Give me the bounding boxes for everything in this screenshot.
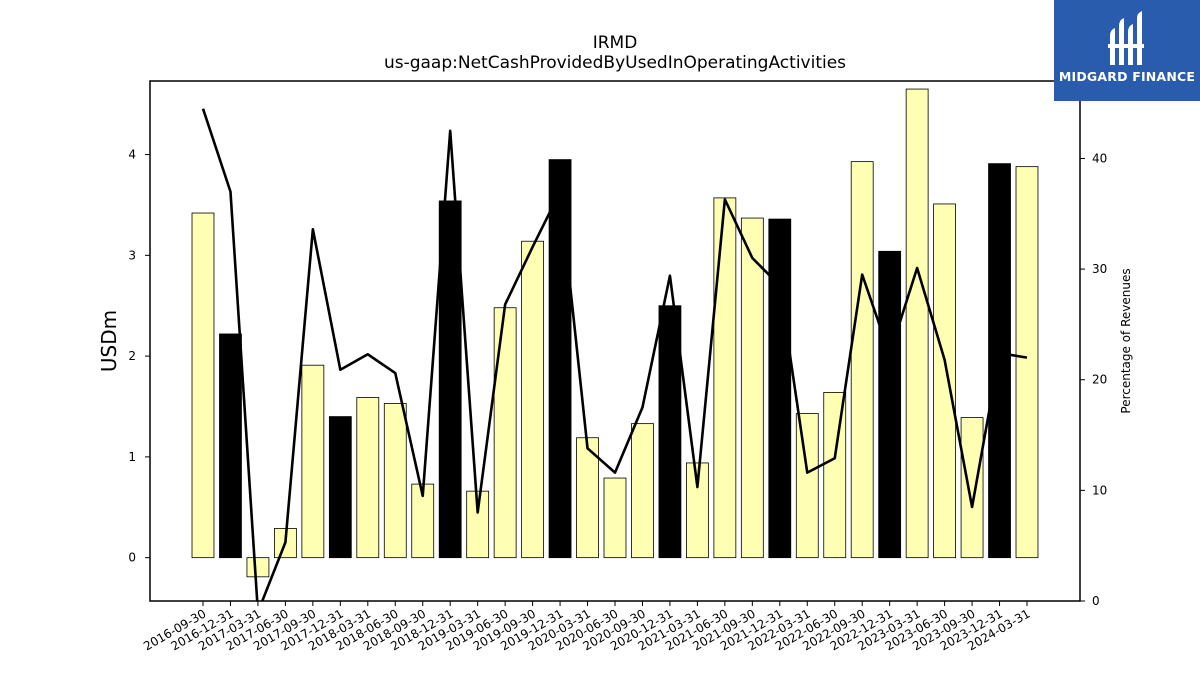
bar (933, 203, 956, 559)
y2-tick-label: 10 (1092, 483, 1107, 497)
bar (356, 397, 380, 559)
bar (521, 240, 544, 559)
bar (960, 417, 984, 559)
y2-tick-label: 30 (1092, 262, 1107, 276)
logo-name: MIDGARD FINANCE (1058, 69, 1196, 84)
bars-layer (191, 88, 1039, 578)
chart-subtitle: us-gaap:NetCashProvidedByUsedInOperating… (384, 53, 846, 73)
midgard-logo-icon (1108, 11, 1144, 65)
bar (686, 462, 709, 559)
bar (301, 364, 325, 559)
bar (823, 391, 847, 559)
bar (850, 161, 874, 559)
bar (1015, 166, 1039, 559)
y-axis-left: 0 1 2 3 4 (128, 148, 150, 565)
chart-title: IRMD (593, 33, 638, 53)
bar (438, 200, 462, 559)
bar (740, 217, 764, 559)
midgard-finance-logo: MIDGARD FINANCE (1054, 0, 1200, 101)
y2-tick-label: 0 (1092, 594, 1100, 608)
bar (795, 413, 819, 559)
bar (191, 212, 215, 559)
y2-tick-label: 40 (1092, 151, 1107, 165)
bar (768, 218, 792, 559)
line-layer (201, 108, 1028, 601)
bar (383, 403, 407, 559)
bar (631, 423, 654, 559)
y-tick-label: 0 (128, 551, 136, 565)
bar (246, 557, 270, 578)
y-axis-label-right: Percentage of Revenues (1119, 268, 1133, 413)
bar (328, 416, 352, 559)
bar (219, 333, 242, 559)
y-axis-right: 0 10 20 30 40 (1080, 151, 1107, 608)
bar (658, 305, 682, 559)
bar (905, 88, 929, 559)
y-tick-label: 3 (128, 248, 136, 262)
bar (466, 490, 490, 559)
y-axis-label-left: USDm (97, 310, 121, 372)
y-tick-label: 4 (128, 148, 136, 162)
y-tick-label: 1 (128, 450, 136, 464)
y2-tick-label: 20 (1092, 373, 1107, 387)
bar (548, 159, 572, 559)
bar (878, 250, 902, 559)
y-tick-label: 2 (128, 349, 136, 363)
percentage-line (201, 108, 1028, 601)
bar (493, 307, 517, 559)
bar (603, 477, 627, 559)
x-axis: 2016-09-302016-12-312017-03-312017-06-30… (141, 601, 1033, 653)
bar (713, 197, 737, 559)
bar (988, 163, 1011, 559)
